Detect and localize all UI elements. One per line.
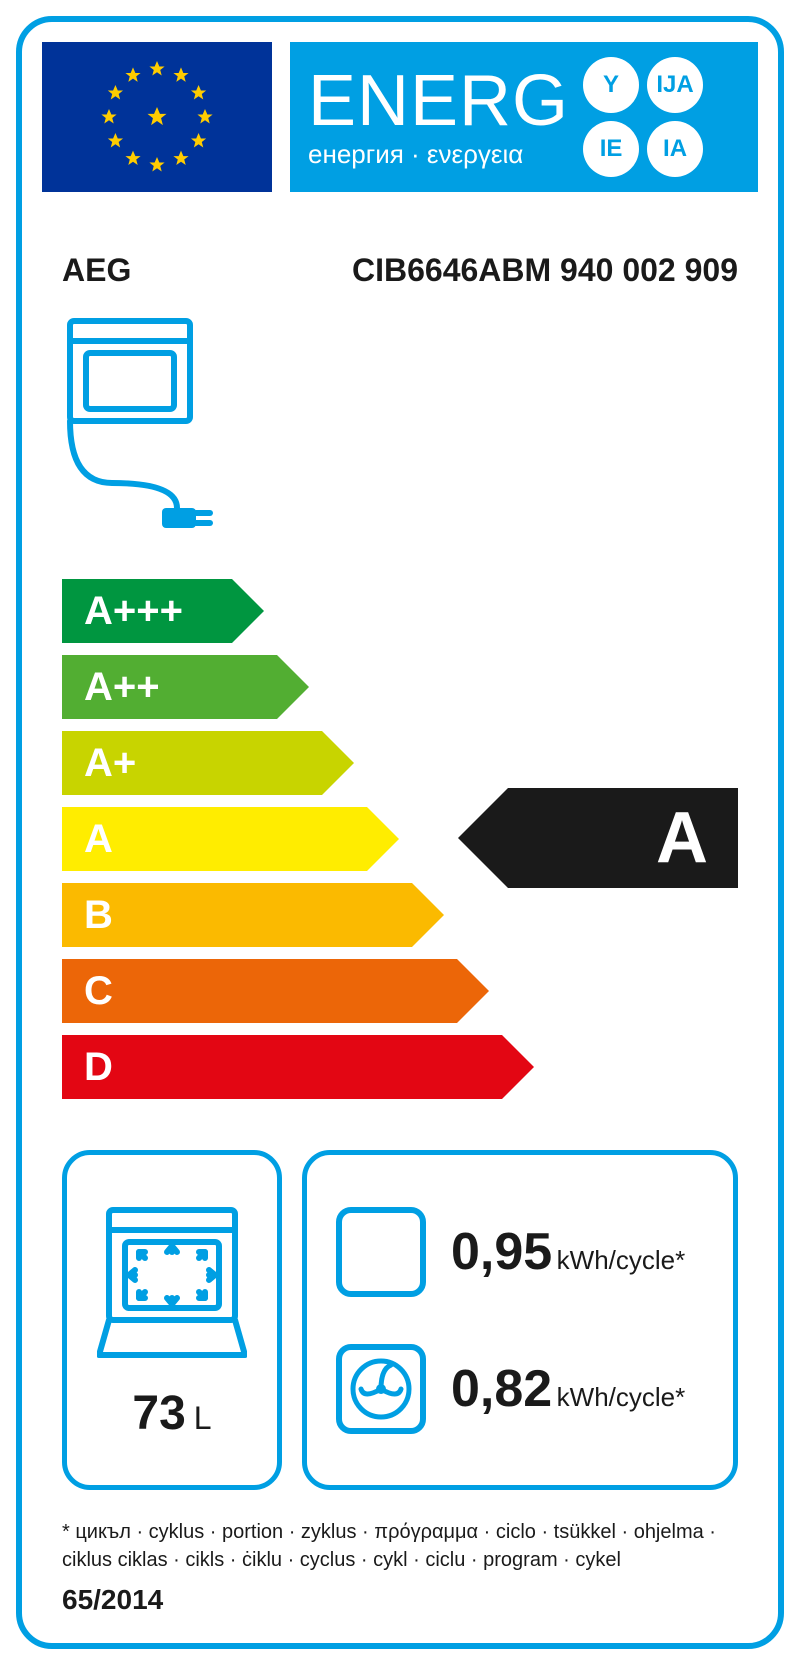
brand: AEG xyxy=(62,252,131,289)
energy-conventional-value: 0,95 xyxy=(451,1223,552,1281)
product-row: AEG CIB6646ABM 940 002 909 xyxy=(22,212,778,313)
rating-arrow-label: A+++ xyxy=(84,589,183,634)
energ-subtitle: енергия · ενεργεια xyxy=(308,139,569,170)
rating-arrow-label: A xyxy=(84,817,113,862)
rating-arrow: A+++ xyxy=(62,579,232,643)
energy-conventional-row: 0,95 kWh/cycle* xyxy=(331,1202,709,1302)
rating-row: A+++ xyxy=(62,578,738,644)
energ-title-block: ENERG енергия · ενεργεια Y IJA IE IA xyxy=(290,42,758,192)
rating-arrow-label: C xyxy=(84,969,113,1014)
rating-row: A++ xyxy=(62,654,738,720)
header-suffix-circles: Y IJA IE IA xyxy=(583,57,703,177)
rating-arrow-label: D xyxy=(84,1045,113,1090)
rating-row: C xyxy=(62,958,738,1024)
bottom-boxes: 73L 0,95 kWh/cycle* xyxy=(22,1150,778,1490)
oven-volume-icon xyxy=(97,1200,247,1370)
energy-label: ENERG енергия · ενεργεια Y IJA IE IA AEG… xyxy=(16,16,784,1649)
rating-scale: A+++A++A+ABCDA xyxy=(22,568,778,1150)
rating-row: B xyxy=(62,882,738,948)
rating-arrow-label: A++ xyxy=(84,665,160,710)
rating-arrow: D xyxy=(62,1035,502,1099)
rating-arrow: A xyxy=(62,807,367,871)
rating-row: D xyxy=(62,1034,738,1100)
energy-fan-value: 0,82 xyxy=(451,1360,552,1418)
conventional-heat-icon xyxy=(331,1202,431,1302)
rating-arrow-label: A+ xyxy=(84,741,136,786)
rating-arrow-label: B xyxy=(84,893,113,938)
energy-box: 0,95 kWh/cycle* 0,82 kWh/c xyxy=(302,1150,738,1490)
energy-fan-unit: kWh/cycle* xyxy=(557,1382,686,1412)
fan-heat-icon xyxy=(331,1339,431,1439)
header: ENERG енергия · ενεργεια Y IJA IE IA xyxy=(22,22,778,212)
rating-arrow: B xyxy=(62,883,412,947)
oven-plug-icon xyxy=(22,313,778,568)
circle-ija: IJA xyxy=(647,57,703,113)
rating-pointer: A xyxy=(508,788,738,888)
volume-box: 73L xyxy=(62,1150,282,1490)
model: CIB6646ABM 940 002 909 xyxy=(352,252,738,289)
rating-arrow: A+ xyxy=(62,731,322,795)
footnote: * цикъл · cyklus · portion · zyklus · πρ… xyxy=(22,1490,778,1580)
circle-y: Y xyxy=(583,57,639,113)
eu-flag-icon xyxy=(42,42,272,192)
rating-arrow: A++ xyxy=(62,655,277,719)
regulation: 65/2014 xyxy=(22,1580,778,1640)
energy-conventional-unit: kWh/cycle* xyxy=(557,1245,686,1275)
energy-fan-row: 0,82 kWh/cycle* xyxy=(331,1339,709,1439)
rating-arrow: C xyxy=(62,959,457,1023)
volume-value: 73L xyxy=(132,1386,211,1441)
rating-row: A+ xyxy=(62,730,738,796)
energ-title: ENERG xyxy=(308,65,569,137)
circle-ia: IA xyxy=(647,121,703,177)
circle-ie: IE xyxy=(583,121,639,177)
